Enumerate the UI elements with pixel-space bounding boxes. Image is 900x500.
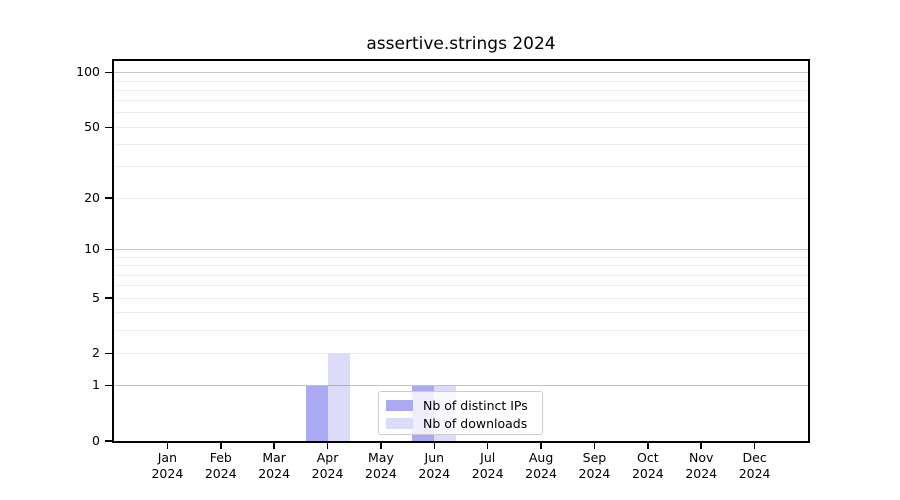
x-tick-label: Feb 2024 [204,450,237,481]
x-tick-mark [273,443,275,449]
y-tick-mark [105,440,112,442]
y-tick-mark [105,197,112,199]
y-tick-label: 5 [92,289,100,305]
x-tick-mark [593,443,596,449]
x-tick-label: Jul 2024 [471,450,504,481]
minor-gridline [114,297,808,299]
x-tick-mark [326,443,329,449]
legend-row: Nb of downloads [386,414,542,432]
bar-distinct-ips-apr [305,385,328,441]
x-tick-label: Aug 2024 [525,450,557,481]
minor-gridline [114,312,808,314]
minor-gridline [114,89,808,91]
y-tick-mark [105,71,112,74]
x-tick-mark [647,443,649,449]
y-tick-label: 10 [84,241,100,257]
minor-gridline [114,329,808,331]
plot-area: Nb of distinct IPs Nb of downloads [112,59,810,443]
major-gridline [114,385,808,387]
x-tick-label: Oct 2024 [631,450,664,481]
major-gridline [114,72,808,74]
x-tick-label: Jun 2024 [418,450,451,481]
legend-entry-label: Nb of distinct IPs [423,397,528,413]
y-tick-label: 20 [84,189,100,205]
x-tick-label: Jan 2024 [151,450,184,481]
legend-entry-label: Nb of downloads [423,415,528,431]
legend-swatch [386,417,413,429]
x-tick-label: Nov 2024 [685,450,718,481]
x-tick-mark [433,443,436,449]
chart-title: assertive.strings 2024 [366,34,556,54]
minor-gridline [114,265,808,267]
legend-row: Nb of distinct IPs [386,396,542,414]
x-tick-label: Sep 2024 [578,450,611,481]
minor-gridline [114,112,808,114]
gridlines-layer [114,61,808,441]
x-tick-mark [166,443,169,449]
x-tick-mark [486,443,489,449]
minor-gridline [114,100,808,102]
x-tick-mark [753,443,756,449]
y-tick-label: 50 [84,118,100,134]
minor-gridline [114,197,808,199]
y-tick-label: 1 [92,377,100,393]
overlay-gridline-layer [114,61,808,441]
x-tick-mark [380,443,382,449]
minor-gridline [114,126,808,128]
y-tick-mark [105,126,112,128]
bar-downloads-apr [327,353,350,441]
legend-swatch [386,399,413,411]
x-tick-label: Mar 2024 [258,450,291,481]
x-tick-label: May 2024 [365,450,397,481]
x-tick-mark [700,443,702,449]
y-tick-mark [105,384,112,387]
minor-gridline [114,166,808,168]
minor-gridline [114,80,808,82]
y-tick-mark [105,297,112,299]
x-tick-label: Apr 2024 [311,450,344,481]
minor-gridline [114,144,808,146]
y-tick-label: 100 [76,64,100,80]
legend: Nb of distinct IPs Nb of downloads [378,391,543,435]
y-tick-mark [105,352,112,355]
y-tick-label: 2 [92,344,100,360]
x-tick-mark [220,443,222,449]
x-tick-label: Dec 2024 [738,450,771,481]
major-gridline [114,249,808,251]
minor-gridline [114,285,808,287]
x-tick-mark [540,443,542,449]
y-tick-label: 0 [92,432,100,448]
y-tick-mark [105,248,112,251]
minor-gridline [114,274,808,276]
minor-gridline [114,352,808,354]
minor-gridline [114,256,808,258]
